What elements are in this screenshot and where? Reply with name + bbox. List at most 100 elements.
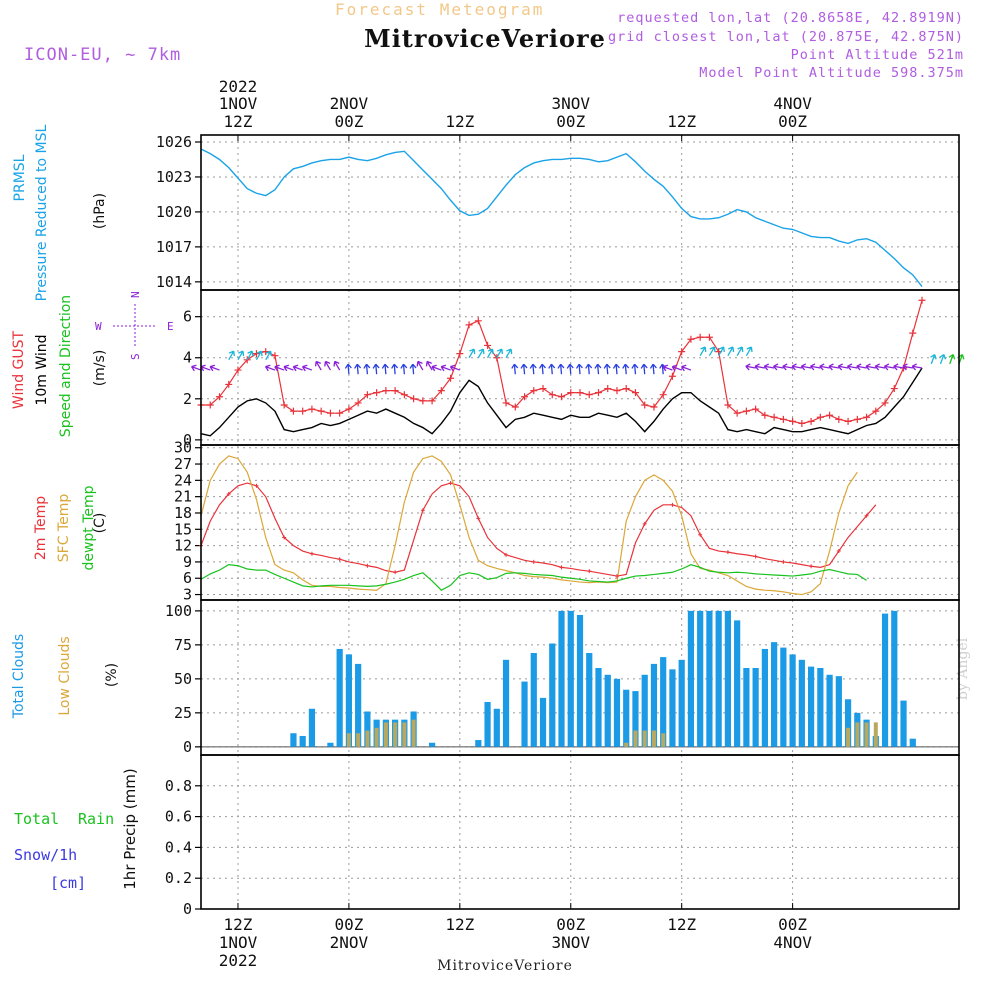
total-clouds-bar (364, 711, 371, 747)
total-clouds-bar (909, 738, 916, 747)
wind-direction-arrow (274, 364, 285, 372)
wind-direction-arrow (649, 363, 657, 375)
gust-marker (530, 387, 538, 395)
gust-marker (373, 389, 381, 397)
wind-direction-arrow (416, 360, 424, 371)
total-clouds-bar (669, 669, 676, 747)
t2m-marker (698, 532, 703, 537)
wind-grid (201, 290, 959, 445)
t2m-marker (531, 559, 536, 564)
precip-label-cm: [cm] (50, 874, 87, 892)
pressure-ytick-label: 1026 (156, 133, 192, 151)
clouds-ytick-label: 0 (183, 738, 192, 756)
gust-marker (789, 417, 797, 425)
temp-grid (201, 445, 959, 600)
wind-direction-arrow (718, 346, 725, 357)
gust-marker (890, 385, 898, 393)
low-clouds-bar (846, 727, 851, 747)
clouds-ytick-label: 25 (174, 704, 192, 722)
low-clouds-bar (374, 727, 379, 747)
low-clouds-bar (864, 722, 869, 747)
gust-marker (419, 397, 427, 405)
t2m-marker (476, 516, 481, 521)
compass-s: S (129, 353, 142, 360)
wind-ytick-label: 6 (183, 308, 192, 326)
low-clouds-bar (365, 730, 370, 747)
total-clouds-bar (715, 610, 722, 747)
wind-direction-arrow (400, 363, 408, 375)
total-clouds-bar (826, 674, 833, 747)
t2m-marker (254, 483, 259, 488)
wind-direction-arrow (893, 363, 904, 371)
total-clouds-bar (706, 610, 713, 747)
gust-marker (502, 399, 510, 407)
gust-marker (807, 417, 815, 425)
wind-direction-arrow (431, 364, 442, 372)
total-clouds-bar (530, 653, 537, 747)
clouds-ytick-label: 75 (174, 636, 192, 654)
top-hour-label: 00Z (556, 112, 585, 131)
total-clouds-bar (493, 708, 500, 747)
wind-direction-arrow (209, 364, 220, 372)
grid-closest-coords: grid closest lon,lat (20.875E, 42.875N) (608, 29, 964, 45)
total-clouds-bar (484, 701, 491, 747)
wind-direction-arrow (865, 363, 876, 371)
low-clouds-bar (873, 722, 878, 747)
wind-direction-arrow (255, 350, 263, 361)
point-altitude: Point Altitude 521m (790, 47, 964, 63)
t2m-marker (614, 574, 619, 579)
low-clouds-bar (402, 722, 407, 747)
top-hour-label: 00Z (334, 112, 363, 131)
wind-direction-arrow (585, 363, 593, 375)
temp-ytick-label: 18 (174, 504, 192, 522)
gust-marker (798, 419, 806, 427)
gust-marker (428, 397, 436, 405)
gust-marker (354, 399, 362, 407)
wind-direction-arrow (391, 363, 399, 375)
total-clouds-bar (724, 610, 732, 747)
gust-marker (206, 401, 214, 409)
precip-grid (201, 755, 959, 910)
bottom-hour-label: 12Z (445, 915, 474, 934)
gust-marker (853, 415, 861, 423)
low-clouds-bar (346, 733, 351, 747)
wind-direction-arrow (874, 363, 886, 371)
gust-marker (659, 391, 667, 399)
wind-direction-arrow (548, 363, 556, 375)
bottom-date-label: 1NOV (219, 933, 258, 952)
gust-marker (299, 407, 307, 415)
total-clouds-bar (697, 610, 704, 747)
meteogram-kind-title: Forecast Meteogram (335, 0, 545, 19)
low-clouds-bar (633, 730, 638, 747)
gust-marker (511, 403, 519, 411)
total-clouds-bar (475, 740, 482, 747)
total-clouds-bar (761, 648, 768, 747)
wind-direction-arrow (520, 363, 528, 375)
t2m-marker (282, 535, 287, 540)
wind-direction-arrow (449, 364, 461, 372)
gust-marker (826, 411, 834, 419)
total-clouds-bar (428, 742, 436, 747)
gust-marker (844, 417, 852, 425)
total-clouds-bar (558, 610, 565, 747)
gust-marker (400, 391, 408, 399)
wind-direction-arrow (640, 363, 648, 375)
gust-marker (456, 350, 464, 358)
wind-direction-arrow (505, 348, 513, 359)
gust-marker (382, 387, 390, 395)
low-clouds-bar (624, 742, 629, 747)
gust-marker (705, 333, 713, 341)
gust-marker (234, 366, 242, 374)
wind-direction-arrow (930, 353, 937, 365)
wind-direction-arrow (856, 363, 867, 371)
model-label: ICON-EU, ~ 7km (24, 45, 182, 65)
total-clouds-bar (844, 699, 852, 747)
wind-direction-arrow (381, 363, 389, 375)
total-clouds-bar (549, 643, 556, 747)
wind-direction-arrow (477, 348, 485, 359)
total-clouds-bar (521, 681, 528, 747)
top-hour-label: 12Z (224, 112, 253, 131)
top-date-label: 4NOV (773, 94, 812, 113)
wind-direction-arrow (782, 363, 793, 371)
